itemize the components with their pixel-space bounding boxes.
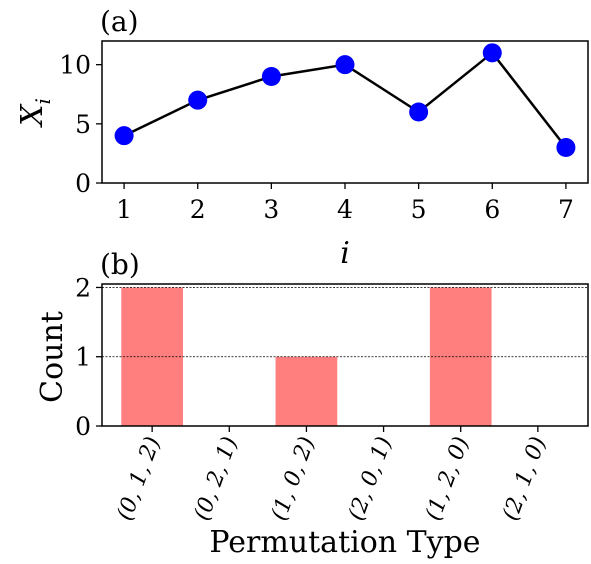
panel-b-y-ticks: 0 1 2 (75, 273, 102, 441)
panel-b-x-axis-label: Permutation Type (209, 525, 480, 560)
b-y-tick-label-2: 2 (75, 273, 91, 302)
x-tick-label-6: 6 (484, 195, 500, 224)
b-x-tick-label-4: (1, 2, 0) (421, 434, 474, 524)
y-tick-label-5: 5 (75, 110, 91, 139)
panel-a-y-axis-label-main: X (15, 103, 50, 128)
x-tick-label-3: 3 (263, 195, 279, 224)
panel-a-label: (a) (100, 5, 139, 38)
b-y-tick-label-0: 0 (75, 412, 91, 441)
bar-2 (275, 356, 338, 426)
panel-a-y-axis-label: Xi (15, 98, 55, 128)
b-y-tick-label-1: 1 (75, 343, 91, 372)
data-point-5 (409, 102, 429, 122)
b-x-tick-label-2: (1, 0, 2) (267, 434, 320, 524)
data-point-6 (482, 43, 502, 63)
panel-b-grid (102, 287, 588, 358)
panel-b-bar-chart: (b) (0, 1, 2) (0, 2, 1) (1, 0, 2) (2, 0, 1)… (35, 248, 589, 560)
panel-b-label: (b) (100, 248, 140, 281)
x-tick-label-2: 2 (190, 195, 206, 224)
panel-a-x-axis-label: i (340, 236, 350, 271)
data-point-3 (261, 67, 281, 86)
b-x-tick-label-0: (0, 1, 2) (112, 434, 165, 524)
y-tick-label-0: 0 (75, 169, 91, 198)
b-x-tick-label-3: (2, 0, 1) (344, 434, 397, 524)
data-point-1 (114, 126, 134, 146)
x-tick-label-5: 5 (411, 195, 427, 224)
b-x-tick-label-1: (0, 2, 1) (190, 434, 243, 524)
y-tick-label-10: 10 (59, 51, 91, 80)
panel-a-y-ticks: 0 5 10 (59, 51, 102, 198)
data-point-4 (335, 55, 355, 75)
panel-b-axes-frame (101, 283, 589, 427)
x-tick-label-4: 4 (337, 195, 353, 224)
panel-a-points (114, 43, 576, 157)
panel-a-line-chart: (a) 1 2 3 4 5 6 7 0 5 10 i Xi (15, 5, 589, 271)
b-x-tick-label-5: (2, 1, 0) (498, 434, 551, 524)
data-point-2 (188, 90, 208, 110)
data-point-7 (556, 138, 576, 157)
panel-a-x-ticks: 1 2 3 4 5 6 7 (116, 183, 574, 224)
x-tick-label-7: 7 (558, 195, 574, 224)
x-tick-label-1: 1 (116, 195, 132, 224)
panel-a-y-axis-label-subscript: i (31, 98, 55, 104)
panel-b-y-axis-label: Count (35, 311, 70, 403)
panel-b-x-ticks: (0, 1, 2) (0, 2, 1) (1, 0, 2) (2, 0, 1) (1, … (112, 426, 551, 524)
